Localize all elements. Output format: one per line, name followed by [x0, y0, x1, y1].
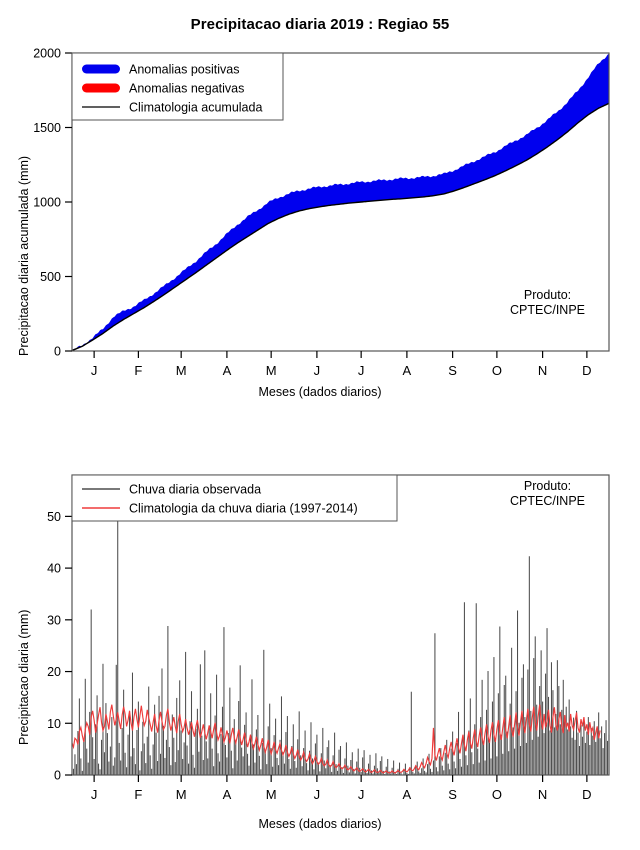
- bottom-x-tick-label: J: [91, 787, 98, 802]
- bottom-produto-line2: CPTEC/INPE: [510, 494, 586, 508]
- top-produto-line1: Produto:: [523, 288, 572, 302]
- page-title: Precipitacao diaria 2019 : Regiao 55: [190, 16, 450, 33]
- bottom-x-tick-label: J: [314, 787, 321, 802]
- top-x-tick-label: A: [223, 363, 232, 378]
- top-x-tick-label: F: [134, 363, 142, 378]
- bottom-y-tick-label: 30: [47, 613, 61, 627]
- top-x-tick-label: J: [358, 363, 365, 378]
- top-y-tick-label: 1500: [33, 121, 61, 135]
- climatology-daily-line: [71, 704, 601, 774]
- top-legend-label: Anomalias positivas: [129, 63, 239, 77]
- top-y-tick-label: 500: [40, 270, 61, 284]
- bottom-y-tick-label: 50: [47, 510, 61, 524]
- bottom-x-axis-title: Meses (dados diarios): [258, 817, 382, 831]
- top-y-tick-label: 2000: [33, 47, 61, 61]
- bottom-y-axis-title: Precipitacao diaria (mm): [17, 609, 31, 745]
- top-x-axis-title: Meses (dados diarios): [258, 385, 382, 399]
- bottom-produto-annotation: Produto: CPTEC/INPE: [510, 479, 585, 509]
- bottom-produto-line1: Produto:: [523, 479, 572, 493]
- observed-daily-bars: [71, 477, 610, 775]
- top-y-axis-title: Precipitacao diaria acumulada (mm): [17, 155, 31, 356]
- top-produto-annotation: Produto: CPTEC/INPE: [510, 288, 585, 318]
- top-x-tick-label: J: [314, 363, 321, 378]
- top-y-tick-label: 0: [54, 345, 61, 359]
- top-x-tick-label: S: [448, 363, 457, 378]
- top-x-tick-label: D: [582, 363, 591, 378]
- top-legend-swatch: [82, 64, 120, 74]
- top-x-tick-label: J: [91, 363, 98, 378]
- bottom-x-tick-label: J: [358, 787, 365, 802]
- bottom-x-tick-label: A: [403, 787, 412, 802]
- bottom-x-tick-label: N: [538, 787, 547, 802]
- top-legend-label: Climatologia acumulada: [129, 101, 262, 115]
- accumulated-precipitation-panel: 0 500 1000 1500 2000 J F M A M J J A S O N D Anomalias po…: [0, 40, 640, 430]
- top-x-tick-label: O: [492, 363, 502, 378]
- daily-precipitation-panel: 0 10 20 30 40 50 J F M A M J J A S O N D Chuva diaria obse…: [0, 455, 640, 850]
- top-produto-line2: CPTEC/INPE: [510, 303, 586, 317]
- bottom-x-tick-label: D: [582, 787, 591, 802]
- bottom-legend-label: Climatologia da chuva diaria (1997-2014): [129, 502, 358, 516]
- bottom-x-tick-label: M: [176, 787, 187, 802]
- accumulated-precipitation-chart: 0 500 1000 1500 2000 J F M A M J J A S O N D Anomalias po…: [33, 47, 610, 378]
- bottom-x-tick-label: M: [266, 787, 277, 802]
- top-y-tick-label: 1000: [33, 196, 61, 210]
- top-legend-label: Anomalias negativas: [129, 82, 244, 96]
- daily-precipitation-chart: 0 10 20 30 40 50 J F M A M J J A S O N D Chuva diaria obse…: [47, 474, 610, 802]
- bottom-y-tick-label: 10: [47, 717, 61, 731]
- top-x-tick-label: N: [538, 363, 547, 378]
- bottom-y-tick-label: 40: [47, 562, 61, 576]
- bottom-legend-label: Chuva diaria observada: [129, 483, 261, 497]
- top-x-tick-label: M: [176, 363, 187, 378]
- top-legend-swatch: [82, 83, 120, 93]
- bottom-y-tick-label: 20: [47, 665, 61, 679]
- top-x-tick-label: M: [266, 363, 277, 378]
- bottom-y-tick-label: 0: [54, 769, 61, 783]
- bottom-x-tick-label: O: [492, 787, 502, 802]
- bottom-x-tick-label: A: [223, 787, 232, 802]
- top-x-tick-label: A: [403, 363, 412, 378]
- bottom-x-tick-label: S: [448, 787, 457, 802]
- bottom-x-tick-label: F: [134, 787, 142, 802]
